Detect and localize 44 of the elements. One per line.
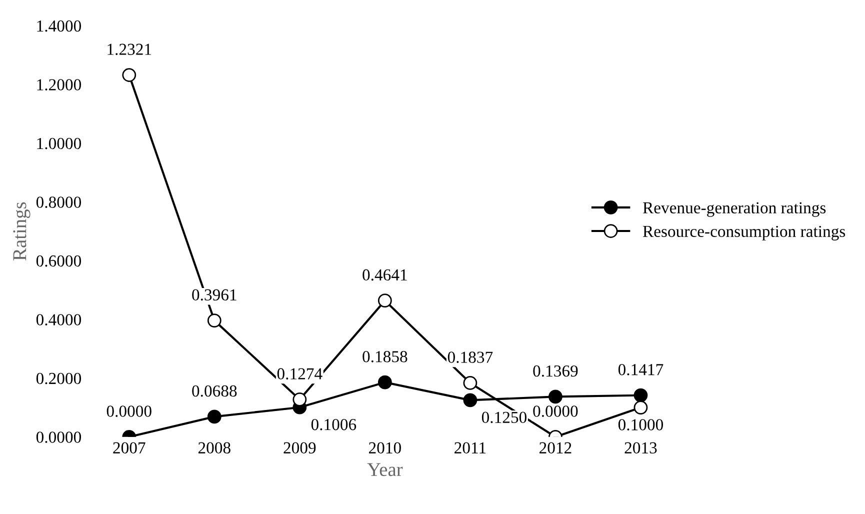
y-tick-label: 0.8000 <box>36 196 82 208</box>
data-label: 0.1000 <box>618 419 663 430</box>
data-label: 0.1369 <box>533 365 578 377</box>
x-tick-label: 2011 <box>454 442 486 454</box>
data-label: 0.1837 <box>448 352 493 363</box>
data-label: 0.0688 <box>192 385 237 397</box>
legend-label: Resource-consumption ratings <box>642 226 846 240</box>
point <box>378 375 392 390</box>
x-tick-label: 2013 <box>624 442 657 454</box>
point <box>634 400 648 414</box>
x-tick-label: 2007 <box>113 442 146 454</box>
x-tick-label: 2008 <box>198 442 230 454</box>
point <box>634 388 648 402</box>
x-tick-label: 2012 <box>540 442 572 454</box>
data-label: 0.1417 <box>618 364 664 376</box>
data-label: 0.1250 <box>482 412 526 424</box>
x-axis-title: Year <box>367 463 403 476</box>
data-label: 0.1858 <box>362 351 408 362</box>
point <box>207 314 222 328</box>
y-tick-label: 0.6000 <box>36 255 82 267</box>
y-tick-label: 1.4000 <box>37 20 82 32</box>
data-label: 0.0000 <box>533 406 578 417</box>
x-tick-label: 2009 <box>284 442 316 454</box>
data-label: 0.3961 <box>192 289 236 301</box>
point <box>463 393 478 408</box>
y-tick-label: 0.0000 <box>36 432 82 443</box>
y-tick-label: 0.4000 <box>36 314 82 326</box>
point <box>463 376 478 390</box>
data-label: 1.2321 <box>108 44 152 56</box>
y-axis-title: Ratings <box>13 202 30 260</box>
data-label: 0.0000 <box>106 406 152 417</box>
x-tick-label: 2010 <box>368 442 401 454</box>
y-tick-label: 1.0000 <box>37 138 82 150</box>
y-tick-label: 1.2000 <box>37 79 82 90</box>
data-label: 0.4641 <box>362 269 407 281</box>
point <box>122 68 136 82</box>
data-label: 0.1006 <box>311 418 356 430</box>
point <box>292 392 307 406</box>
legend-label: Revenue-generation ratings <box>642 202 826 217</box>
data-label: 0.1274 <box>277 368 322 380</box>
y-tick-label: 0.2000 <box>36 372 82 384</box>
point <box>207 410 222 424</box>
point <box>378 294 392 308</box>
point <box>548 390 562 404</box>
